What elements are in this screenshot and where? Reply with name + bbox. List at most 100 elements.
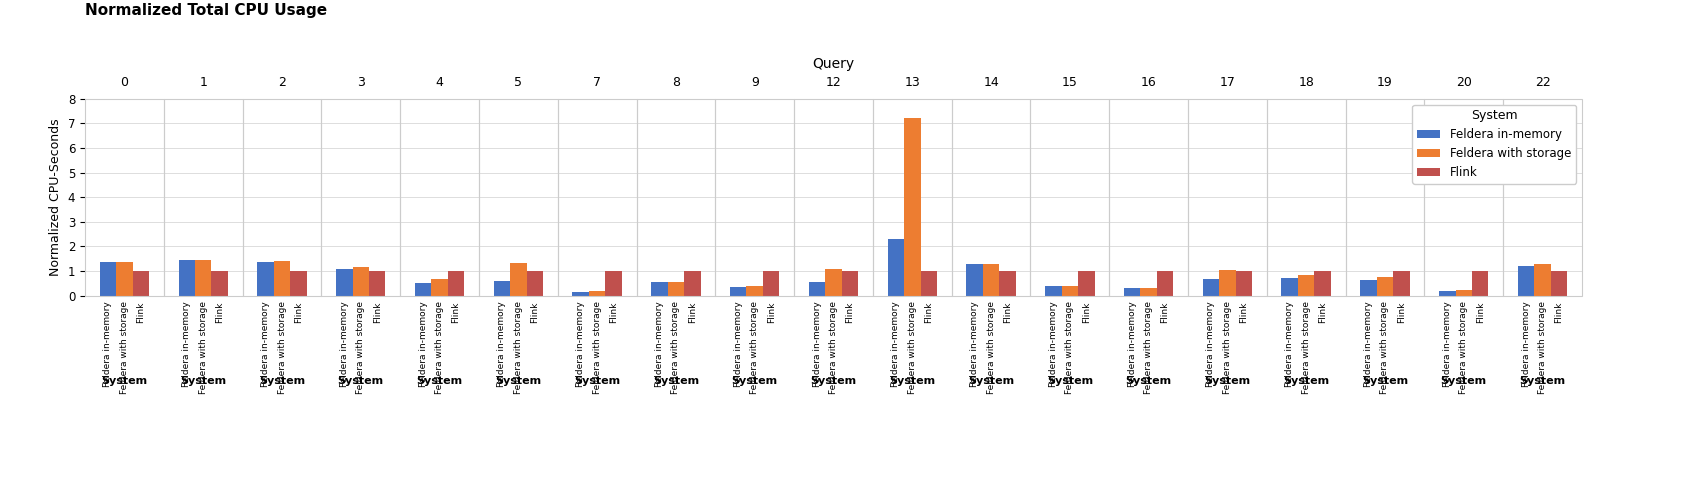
X-axis label: Query: Query [813, 57, 854, 70]
Bar [1187, 99, 1267, 296]
Text: Feldera in-memory: Feldera in-memory [655, 301, 663, 387]
Bar [1517, 266, 1534, 296]
Text: Feldera with storage: Feldera with storage [908, 301, 917, 394]
Bar [1504, 99, 1582, 296]
Text: Flink: Flink [531, 301, 539, 323]
Bar [415, 283, 432, 296]
Bar [1281, 278, 1298, 296]
Text: Normalized Total CPU Usage: Normalized Total CPU Usage [85, 3, 327, 18]
Text: System: System [573, 376, 621, 387]
Bar [1124, 288, 1140, 296]
Bar [369, 271, 386, 296]
Text: Feldera with storage: Feldera with storage [121, 301, 129, 394]
Bar [116, 262, 133, 296]
Bar [527, 271, 543, 296]
Text: Flink: Flink [1082, 301, 1090, 323]
Bar [1044, 286, 1061, 296]
Bar [480, 99, 558, 296]
Text: Feldera with storage: Feldera with storage [514, 301, 522, 394]
Text: Flink: Flink [1397, 301, 1407, 323]
Text: Feldera in-memory: Feldera in-memory [182, 301, 191, 387]
Text: Feldera in-memory: Feldera in-memory [1050, 301, 1058, 387]
Bar [447, 271, 464, 296]
Text: Feldera in-memory: Feldera in-memory [497, 301, 507, 387]
Text: Feldera with storage: Feldera with storage [1065, 301, 1075, 394]
Bar [888, 239, 903, 296]
Y-axis label: Normalized CPU-Seconds: Normalized CPU-Seconds [49, 118, 63, 276]
Bar [352, 267, 369, 296]
Text: Flink: Flink [451, 301, 461, 323]
Text: Flink: Flink [136, 301, 145, 323]
Bar [196, 260, 211, 296]
Bar [794, 99, 873, 296]
Text: System: System [417, 376, 463, 387]
Bar [321, 99, 400, 296]
Bar [337, 269, 352, 296]
Text: Flink: Flink [1160, 301, 1170, 323]
Text: System: System [968, 376, 1014, 387]
Text: Flink: Flink [1555, 301, 1563, 323]
Bar [983, 264, 998, 296]
Text: System: System [890, 376, 936, 387]
Bar [1109, 99, 1187, 296]
Bar [100, 262, 116, 296]
Text: Feldera with storage: Feldera with storage [435, 301, 444, 394]
Text: System: System [495, 376, 541, 387]
Bar [291, 271, 306, 296]
Bar [1078, 271, 1094, 296]
Bar [764, 271, 779, 296]
Bar [998, 271, 1015, 296]
Text: Feldera in-memory: Feldera in-memory [1286, 301, 1294, 387]
Bar [211, 271, 228, 296]
Text: Flink: Flink [1476, 301, 1485, 323]
Bar [257, 262, 274, 296]
Bar [1361, 280, 1376, 296]
Text: Feldera in-memory: Feldera in-memory [813, 301, 822, 387]
Bar [573, 292, 589, 296]
Bar [668, 282, 684, 296]
Bar [1439, 291, 1456, 296]
Bar [274, 261, 291, 296]
Bar [1220, 270, 1235, 296]
Bar [684, 271, 701, 296]
Text: Feldera with storage: Feldera with storage [1145, 301, 1153, 394]
Bar [747, 286, 764, 296]
Bar [1393, 271, 1410, 296]
Bar [1345, 99, 1424, 296]
Text: Flink: Flink [687, 301, 697, 323]
Text: Feldera with storage: Feldera with storage [828, 301, 839, 394]
Text: Feldera in-memory: Feldera in-memory [260, 301, 270, 387]
Bar [873, 99, 951, 296]
Text: Feldera in-memory: Feldera in-memory [418, 301, 427, 387]
Bar [589, 291, 606, 296]
Bar [1471, 271, 1488, 296]
Bar [1424, 99, 1504, 296]
Bar [825, 269, 842, 296]
Bar [842, 271, 859, 296]
Text: Flink: Flink [845, 301, 854, 323]
Text: Flink: Flink [1240, 301, 1249, 323]
Text: Feldera with storage: Feldera with storage [277, 301, 286, 394]
Text: Feldera with storage: Feldera with storage [199, 301, 208, 394]
Text: Flink: Flink [767, 301, 776, 323]
Text: System: System [1126, 376, 1172, 387]
Bar [1376, 277, 1393, 296]
Text: Feldera with storage: Feldera with storage [987, 301, 995, 394]
Bar [966, 264, 983, 296]
Bar [493, 281, 510, 296]
Text: Feldera with storage: Feldera with storage [1538, 301, 1546, 394]
Text: Feldera in-memory: Feldera in-memory [970, 301, 980, 387]
Bar [1267, 99, 1345, 296]
Bar [808, 282, 825, 296]
Text: Feldera with storage: Feldera with storage [356, 301, 366, 394]
Text: System: System [259, 376, 304, 387]
Bar [606, 271, 623, 296]
Legend: Feldera in-memory, Feldera with storage, Flink: Feldera in-memory, Feldera with storage,… [1412, 105, 1577, 184]
Text: System: System [731, 376, 777, 387]
Bar [179, 260, 196, 296]
Bar [730, 287, 747, 296]
Bar [951, 99, 1031, 296]
Bar [636, 99, 716, 296]
Text: Feldera in-memory: Feldera in-memory [104, 301, 112, 387]
Text: System: System [810, 376, 857, 387]
